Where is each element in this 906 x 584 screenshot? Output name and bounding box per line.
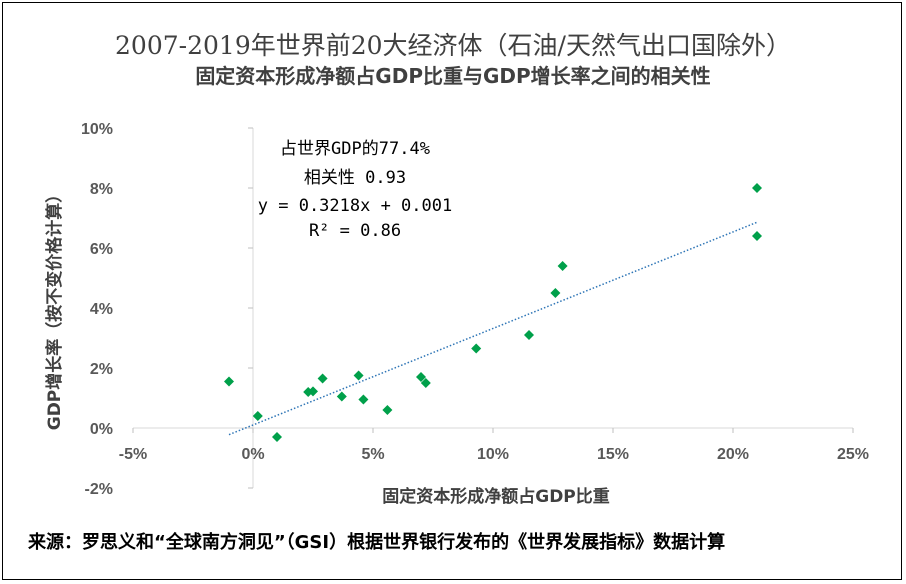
x-tick-label: -5% <box>119 446 147 463</box>
data-points <box>224 183 762 442</box>
y-axis-title: GDP增长率（按不变价格计算） <box>44 186 65 431</box>
data-point <box>272 432 282 442</box>
chart-subtitle: 固定资本形成净额占GDP比重与GDP增长率之间的相关性 <box>195 64 711 88</box>
data-point <box>471 343 482 354</box>
data-point <box>557 261 568 271</box>
annotation-line: 占世界GDP的77.4% <box>280 139 430 159</box>
data-point <box>382 405 393 415</box>
y-tick-label: 4% <box>90 301 113 318</box>
y-tick-label: 0% <box>90 421 113 438</box>
x-tick-label: 25% <box>837 446 869 463</box>
x-tick-label: 10% <box>477 446 509 463</box>
source-note: 来源：罗思义和“全球南方洞见”（GSI）根据世界银行发布的《世界发展指标》数据计… <box>28 532 726 553</box>
annotation-line: R² = 0.86 <box>309 221 401 241</box>
data-point <box>524 330 534 340</box>
data-point <box>353 370 364 381</box>
y-tick-label: 6% <box>90 241 113 258</box>
x-tick-labels: -5% 0% 5% 10% 15% 20% 25% <box>119 446 869 463</box>
y-tick-label: -2% <box>85 481 113 498</box>
data-point <box>358 394 369 405</box>
trend-line <box>228 221 758 436</box>
x-tick-label: 5% <box>361 446 384 463</box>
data-point <box>308 386 318 397</box>
annotation-line: 相关性 0.93 <box>304 168 406 188</box>
y-tick-labels: -2% 0% 2% 4% 6% 8% 10% <box>81 121 113 498</box>
y-tick-label: 2% <box>90 361 113 378</box>
annotation-line: y = 0.3218x + 0.001 <box>258 196 452 216</box>
axes-group <box>132 127 854 489</box>
y-tick-label: 8% <box>90 181 113 198</box>
data-point <box>317 373 328 384</box>
x-tick-label: 20% <box>717 446 749 463</box>
x-tick-label: 15% <box>597 446 629 463</box>
data-point <box>252 411 263 421</box>
data-point <box>336 391 347 402</box>
data-point <box>420 378 431 388</box>
x-tick-label: 0% <box>241 446 264 463</box>
data-point <box>752 231 762 241</box>
data-point <box>224 376 234 387</box>
data-point <box>416 372 426 382</box>
annotation-box: 占世界GDP的77.4% 相关性 0.93 y = 0.3218x + 0.001 R… <box>258 139 452 241</box>
x-axis-title: 固定资本形成净额占GDP比重 <box>382 486 610 507</box>
y-tick-label: 10% <box>81 121 113 138</box>
chart-title: 2007-2019年世界前20大经济体（石油/天然气出口国除外） <box>115 31 791 60</box>
data-point <box>752 183 762 193</box>
data-point <box>550 288 561 298</box>
